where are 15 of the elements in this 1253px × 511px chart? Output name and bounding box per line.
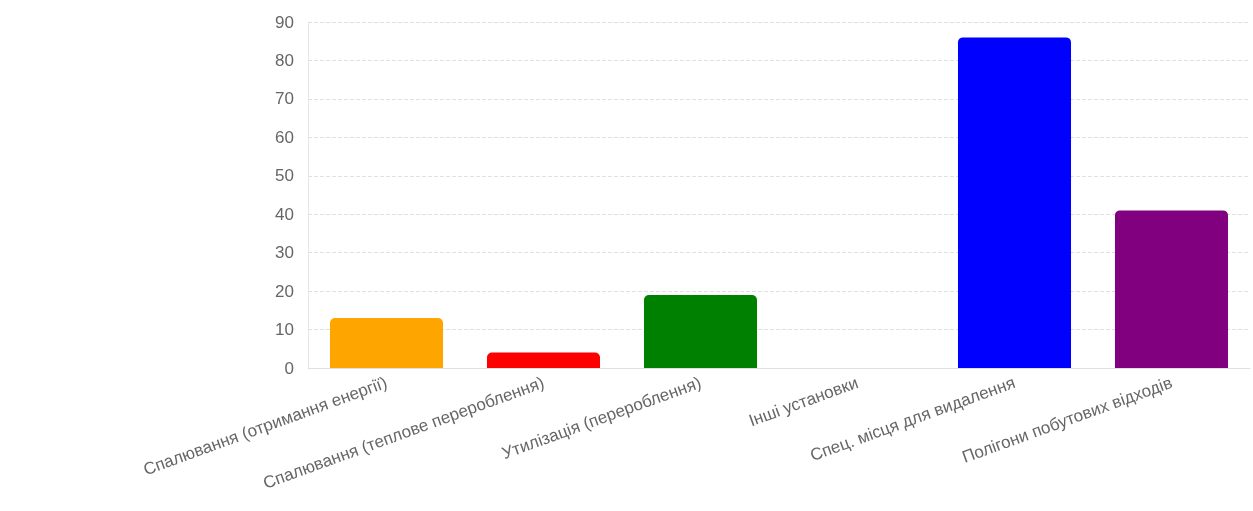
bar	[643, 294, 758, 368]
bar	[957, 37, 1072, 368]
bar	[1114, 210, 1229, 368]
y-tick-label: 70	[275, 89, 294, 109]
y-tick-label: 80	[275, 50, 294, 70]
y-tick-label: 60	[275, 127, 294, 147]
y-tick-label: 10	[275, 320, 294, 340]
y-tick-label: 40	[275, 204, 294, 224]
bar	[329, 318, 444, 368]
bar	[486, 352, 601, 368]
y-tick-label: 20	[275, 281, 294, 301]
y-tick-label: 90	[275, 12, 294, 32]
y-tick-label: 30	[275, 243, 294, 263]
y-tick-label: 50	[275, 166, 294, 186]
y-tick-label: 0	[284, 358, 294, 378]
